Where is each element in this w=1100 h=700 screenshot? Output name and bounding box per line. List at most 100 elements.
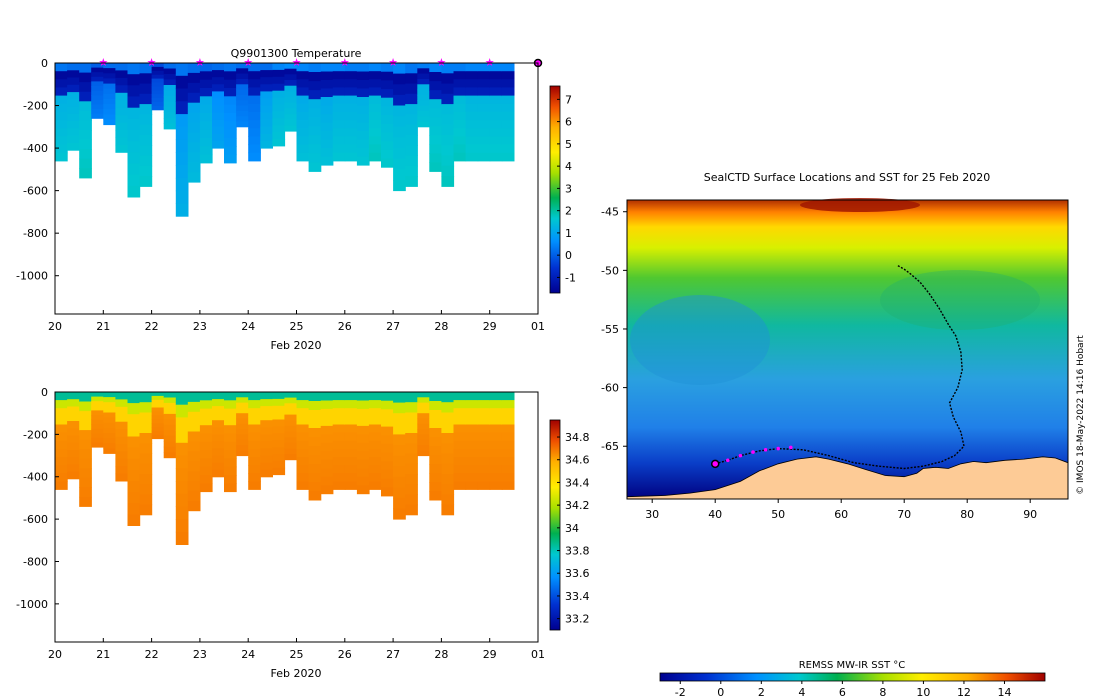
sal-profile-cell (320, 451, 334, 461)
colorbar-tick-label: -1 (565, 271, 576, 284)
sal-profile-cell (272, 419, 286, 427)
temp-profile-cell (127, 74, 141, 86)
sal-profile-cell (272, 426, 286, 434)
temp-profile-cell (441, 124, 455, 136)
y-tick-label: -200 (23, 428, 48, 441)
temp-profile-cell (453, 136, 467, 146)
temp-profile-cell (236, 105, 249, 112)
temp-profile-cell (79, 158, 92, 169)
sal-profile-cell (115, 414, 129, 423)
temp-profile-cell (429, 117, 442, 127)
temp-profile-cell (417, 89, 430, 96)
temp-profile-cell (332, 79, 346, 88)
temp-profile-cell (163, 118, 177, 124)
temp-profile-cell (67, 128, 80, 137)
sal-profile-cell (79, 430, 92, 441)
temp-profile-cell (356, 88, 370, 98)
temp-profile-cell (465, 79, 479, 88)
sal-profile-cell (477, 392, 491, 401)
temp-profile-cell (236, 89, 249, 96)
sal-profile-cell (320, 459, 334, 469)
temp-profile-cell (381, 149, 394, 160)
temperature-colorbar-ticks: -1 0 1 2 3 4 5 6 7 (557, 93, 576, 284)
temp-profile-cell (103, 114, 116, 120)
sal-profile-cell (212, 448, 225, 457)
temp-profile-cell (103, 119, 116, 126)
temp-profile-cell (248, 87, 261, 97)
temperature-x-ticks: 20 21 22 23 24 25 26 27 28 29 01 (48, 310, 545, 333)
sal-profile-cell (139, 433, 153, 444)
sal-profile-cell (224, 416, 237, 426)
sal-profile-cell (453, 400, 467, 409)
x-tick-label: 27 (386, 320, 400, 333)
sal-profile-cell (55, 432, 68, 442)
colorbar-tick-label: 5 (565, 138, 572, 151)
temp-profile-cell (55, 128, 68, 137)
temp-profile-cell (417, 105, 430, 112)
sal-profile-cell (429, 455, 442, 465)
sal-profile-cell (151, 399, 165, 405)
temp-profile-cell (272, 111, 286, 119)
x-tick-label: 20 (48, 320, 62, 333)
sal-profile-cell (55, 424, 68, 434)
temp-profile-cell (103, 68, 116, 74)
temp-profile-cell (489, 103, 503, 113)
temp-profile-cell (381, 123, 394, 133)
sal-profile-cell (441, 412, 455, 424)
temp-profile-cell (368, 111, 382, 121)
sal-profile-cell (175, 506, 189, 520)
sst-colorbar-tick-label: 8 (879, 686, 886, 699)
sal-profile-cell (187, 392, 201, 403)
sal-profile-cell (332, 424, 346, 434)
sal-profile-cell (332, 481, 346, 490)
sal-profile-cell (163, 435, 177, 442)
temp-profile-cell (175, 114, 189, 128)
temp-profile-cell (501, 144, 515, 154)
sal-profile-cell (175, 417, 189, 431)
sal-profile-cell (477, 457, 491, 466)
sal-profile-cell (115, 421, 129, 430)
temp-profile-cell (441, 135, 455, 146)
temp-profile-cell (139, 93, 153, 105)
sal-profile-cell (417, 434, 430, 441)
sal-profile-cell (332, 400, 346, 409)
sal-profile-cell (381, 400, 394, 410)
temp-profile-cell (139, 83, 153, 95)
recent-position-dot (751, 450, 755, 454)
salinity-colorbar-ticks: 33.2 33.4 33.6 33.8 34 34.2 34.4 34.6 34.8 (557, 431, 590, 626)
temp-profile-cell (308, 72, 322, 82)
temp-profile-cell (91, 113, 104, 119)
temp-profile-cell (139, 176, 153, 187)
sal-profile-cell (429, 446, 442, 456)
longitude-tick-label: 70 (897, 508, 911, 521)
sal-profile-cell (79, 420, 92, 431)
sal-profile-cell (127, 425, 141, 437)
sal-profile-cell (308, 410, 322, 420)
sal-profile-cell (405, 463, 418, 475)
colorbar-tick-label: 0 (565, 249, 572, 262)
temp-profile-cell (199, 113, 213, 122)
sal-profile-cell (103, 438, 116, 444)
temp-profile-cell (260, 126, 273, 135)
temp-profile-cell (79, 149, 92, 160)
sal-profile-cell (103, 392, 116, 398)
sal-profile-cell (139, 484, 153, 495)
sal-profile-cell (453, 448, 467, 458)
sal-profile-cell (393, 392, 406, 404)
sal-profile-cell (501, 392, 515, 401)
sal-profile-cell (67, 471, 80, 480)
sal-profile-cell (248, 416, 261, 425)
temp-profile-cell (224, 88, 237, 97)
x-tick-label: 27 (386, 648, 400, 661)
sal-profile-cell (501, 432, 515, 442)
sal-profile-cell (151, 395, 165, 401)
temp-profile-cell (356, 105, 370, 115)
sal-profile-cell (272, 412, 286, 421)
temp-profile-cell (103, 73, 116, 79)
sal-profile-cell (260, 392, 273, 400)
sal-profile-cell (477, 424, 491, 434)
sal-profile-cell (187, 461, 201, 472)
temp-profile-cell (393, 180, 406, 192)
sal-profile-cell (356, 476, 370, 486)
sal-profile-cell (67, 421, 80, 429)
